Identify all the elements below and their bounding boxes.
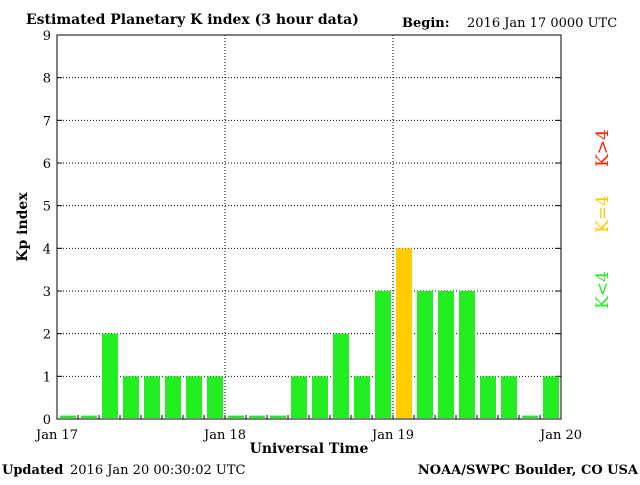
bars [60, 248, 559, 418]
kp-bar [480, 376, 496, 418]
legend-k-above-4: K>4 [593, 129, 613, 167]
kp-bar [144, 376, 160, 418]
gridlines [57, 34, 561, 420]
kp-bar [501, 376, 517, 418]
y-tick-label: 5 [43, 200, 51, 215]
kp-bar [186, 376, 202, 418]
y-tick-label: 0 [43, 413, 51, 428]
updated-value: 2016 Jan 20 00:30:02 UTC [70, 463, 246, 478]
x-tick-labels: Jan 17 Jan 18 Jan 19 Jan 20 [34, 428, 582, 443]
kp-bar [375, 291, 391, 418]
credit: NOAA/SWPC Boulder, CO USA [418, 463, 639, 478]
kp-bar [81, 415, 97, 418]
y-tick-label: 1 [43, 370, 51, 385]
chart-title: Estimated Planetary K index (3 hour data… [26, 12, 359, 28]
kp-bar [270, 415, 286, 418]
y-axis-label: Kp index [15, 192, 31, 262]
kp-bar [228, 415, 244, 418]
kp-bar [312, 376, 328, 418]
y-tick-label: 7 [43, 114, 51, 129]
y-tick-label: 4 [43, 242, 51, 257]
y-tick-label: 6 [43, 157, 51, 172]
begin-value: 2016 Jan 17 0000 UTC [467, 16, 617, 31]
y-tick-label: 9 [43, 29, 51, 44]
kp-bar [417, 291, 433, 418]
x-axis-label: Universal Time [250, 441, 369, 457]
kp-bar [354, 376, 370, 418]
kp-bar [522, 415, 538, 418]
y-tick-labels: 0 1 2 3 4 5 6 7 8 9 [43, 29, 51, 428]
x-tick-label: Jan 20 [538, 428, 582, 443]
x-tick-label: Jan 18 [202, 428, 246, 443]
kp-bar [396, 248, 412, 418]
begin-label: Begin: [402, 16, 450, 31]
kp-bar [291, 376, 307, 418]
legend-k-below-4: K<4 [593, 271, 613, 309]
legend-k-equal-4: K=4 [593, 195, 613, 233]
x-tick-label: Jan 19 [370, 428, 414, 443]
x-tick-label: Jan 17 [34, 428, 78, 443]
y-tick-label: 3 [43, 285, 51, 300]
y-tick-label: 8 [43, 72, 51, 87]
kp-bar [207, 376, 223, 418]
kp-bar [60, 415, 76, 418]
plot-frame [56, 34, 562, 420]
kp-bar [249, 415, 265, 418]
kp-bar [123, 376, 139, 418]
kp-bar [438, 291, 454, 418]
kp-bar [102, 333, 118, 418]
updated-label: Updated [2, 463, 63, 478]
y-tick-label: 2 [43, 328, 51, 343]
kp-bar [459, 291, 475, 418]
kp-bar [165, 376, 181, 418]
kp-bar [333, 333, 349, 418]
kp-bar [543, 376, 559, 418]
